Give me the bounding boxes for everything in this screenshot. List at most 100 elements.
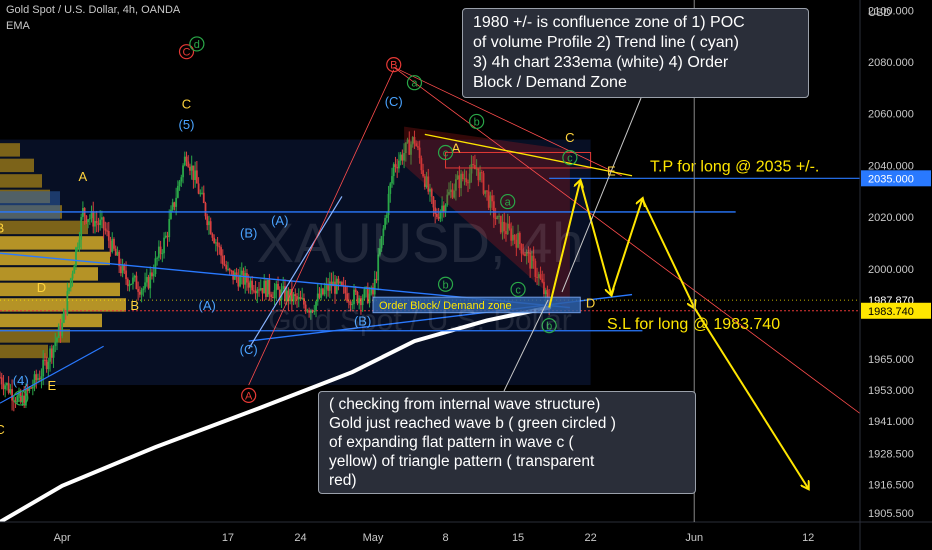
candle-body [78, 239, 81, 248]
candle-body [118, 251, 121, 267]
candle-body [228, 268, 231, 271]
candle-body [80, 217, 83, 240]
candle-body [133, 275, 136, 278]
candle-body [398, 160, 400, 169]
candle-body [349, 301, 352, 306]
candle-body [87, 219, 89, 223]
wave-label: (C) [385, 94, 403, 109]
candle-body [377, 254, 380, 281]
candle-body [396, 166, 399, 169]
wave-circle [189, 36, 205, 52]
candle-body [247, 282, 250, 288]
candle-body [372, 287, 374, 295]
circled-wave-label: b [546, 321, 552, 333]
candle-body [354, 289, 357, 292]
candle-body [425, 176, 428, 187]
candle-body [473, 165, 476, 170]
circled-wave-label: c [443, 147, 449, 159]
candle-body [171, 202, 174, 210]
candle-body [0, 377, 3, 385]
candle-body [463, 178, 466, 180]
candle-body [145, 277, 148, 283]
wave-circle [437, 276, 454, 292]
candle-body [64, 310, 67, 315]
candle-body [56, 337, 58, 342]
candle-body [237, 277, 240, 287]
candle-body [259, 288, 262, 291]
wave-label: (5) [179, 117, 195, 132]
wave-structure-note[interactable]: ( checking from internal wave structure)… [318, 391, 696, 494]
time-tick-label: 15 [512, 532, 524, 544]
candle-body [332, 281, 335, 287]
candle-body [458, 175, 461, 189]
take-profit-price-tag-bg [861, 170, 931, 187]
candle-body [211, 233, 214, 238]
wave-label: (4) [13, 373, 29, 388]
candle-body [306, 310, 309, 312]
candle-body [252, 290, 255, 292]
candle-body [209, 221, 212, 234]
candle-body [515, 239, 518, 248]
candle-body [510, 228, 513, 241]
candle-body [527, 252, 530, 254]
take-profit-price-tag: 2035.000 [868, 173, 914, 185]
circled-wave-label: d [194, 39, 200, 51]
candle-body [66, 291, 69, 315]
candle-body [154, 258, 157, 275]
candle-body [492, 201, 495, 218]
candle-body [100, 217, 103, 220]
price-tick-label: 2020.000 [868, 212, 914, 224]
candle-body [76, 247, 79, 249]
candle-body [461, 173, 464, 180]
candle-body [175, 197, 178, 207]
candle-body [546, 289, 549, 298]
circled-wave-label: A [245, 390, 253, 402]
candle-body [404, 142, 407, 154]
candle-body [151, 272, 153, 277]
candle-body [339, 282, 342, 284]
candle-body [23, 395, 26, 406]
candle-body [323, 289, 326, 295]
candle-body [442, 205, 445, 212]
wave-circle [562, 150, 578, 166]
candle-body [341, 282, 343, 286]
candle-body [85, 215, 88, 223]
time-tick-label: 22 [584, 532, 596, 544]
candle-body [163, 237, 165, 254]
candle-body [406, 139, 409, 143]
candle-body [273, 290, 276, 299]
candle-body [109, 240, 112, 252]
candle-body [467, 182, 469, 184]
candle-body [183, 156, 186, 166]
candle-body [418, 147, 421, 159]
circled-wave-label: b [18, 393, 24, 405]
volume-profile-bar [0, 344, 48, 359]
candle-body [423, 176, 426, 187]
candle-body [389, 183, 392, 194]
candle-body [180, 177, 183, 182]
candle-body [313, 310, 316, 312]
candle-body [518, 232, 521, 244]
candle-body [216, 242, 219, 247]
volume-profile-bar [0, 282, 120, 297]
price-tick-label: 1965.000 [868, 354, 914, 366]
candle-body [529, 252, 532, 269]
candle-body [0, 377, 1, 379]
candle-body [361, 298, 364, 306]
triangle-pattern-zone [404, 126, 570, 313]
confluence-note[interactable]: 1980 +/- is confluence zone of 1) POC of… [462, 8, 809, 98]
candle-body [235, 272, 238, 278]
candle-body [351, 304, 354, 306]
candle-body [223, 264, 226, 266]
candle-body [126, 279, 129, 287]
candle-body [373, 279, 376, 295]
candle-body [40, 376, 43, 380]
candle-body [491, 195, 494, 202]
candle-body [303, 298, 305, 305]
candle-body [292, 294, 295, 302]
candle-body [119, 266, 122, 274]
price-tick-label: 1916.500 [868, 480, 914, 492]
price-tick-label: 1905.500 [868, 508, 914, 520]
candle-body [240, 270, 243, 275]
